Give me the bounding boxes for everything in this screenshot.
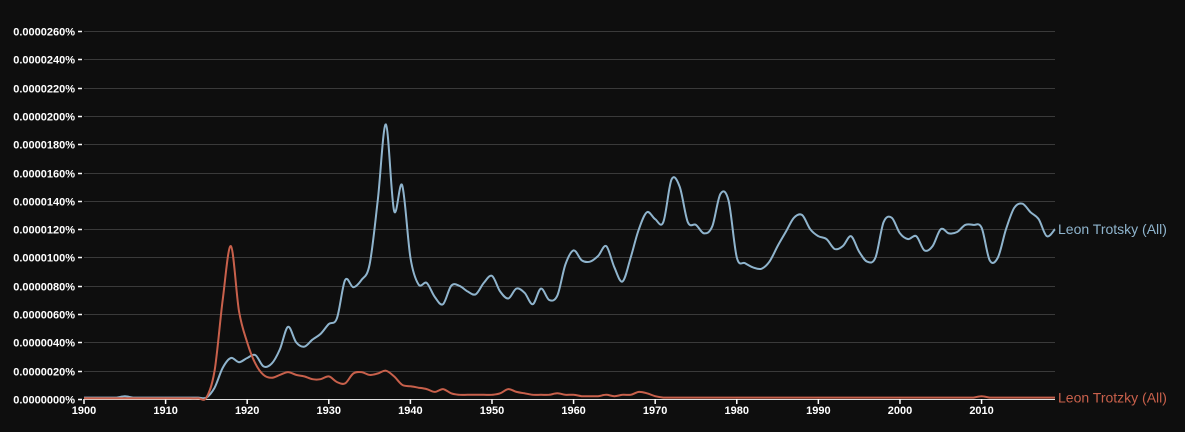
x-tick-label: 1910: [153, 405, 177, 417]
x-tick-label: 1940: [398, 405, 422, 417]
series-lines: [83, 123, 1056, 401]
y-tick-label: 0.0000220%: [13, 84, 75, 96]
x-tick-label: 1900: [72, 405, 96, 417]
y-tick-label: 0.0000000%: [13, 395, 75, 407]
x-tick-label: 1960: [561, 405, 585, 417]
y-tick-label: 0.0000080%: [13, 282, 75, 294]
y-tick-label: 0.0000240%: [13, 55, 75, 67]
x-tick-label: 1930: [317, 405, 341, 417]
y-tick-label: 0.0000120%: [13, 225, 75, 237]
y-tick-label: 0.0000060%: [13, 310, 75, 322]
y-tick-label: 0.0000160%: [13, 169, 75, 181]
series-line-1[interactable]: [84, 245, 1055, 401]
series-label-1[interactable]: Leon Trotzky (All): [1058, 390, 1167, 406]
x-tick-label: 2000: [888, 405, 912, 417]
y-tick-label: 0.0000180%: [13, 140, 75, 152]
y-tick-label: 0.0000140%: [13, 197, 75, 209]
x-tick-label: 2010: [969, 405, 993, 417]
x-tick-label: 1970: [643, 405, 667, 417]
gridlines: [84, 31, 1055, 372]
y-tick-label: 0.0000100%: [13, 253, 75, 265]
x-tick-label: 1990: [806, 405, 830, 417]
y-axis: 0.0000000% 0.0000020% 0.0000040% 0.0000060%…: [13, 27, 82, 407]
x-tick-label: 1920: [235, 405, 259, 417]
x-tick-label: 1980: [725, 405, 749, 417]
series-label-0[interactable]: Leon Trotsky (All): [1058, 221, 1167, 237]
x-axis: 1900 1910 1920 1930 1940 1950 1960 1970 1980 1990…: [72, 399, 1055, 417]
y-tick-label: 0.0000020%: [13, 367, 75, 379]
y-tick-label: 0.0000040%: [13, 338, 75, 350]
series-labels: Leon Trotsky (All) Leon Trotzky (All): [1058, 221, 1167, 405]
x-tick-label: 1950: [480, 405, 504, 417]
y-tick-label: 0.0000260%: [13, 27, 75, 39]
y-tick-label: 0.0000200%: [13, 112, 75, 124]
series-line-0[interactable]: [83, 123, 1056, 400]
